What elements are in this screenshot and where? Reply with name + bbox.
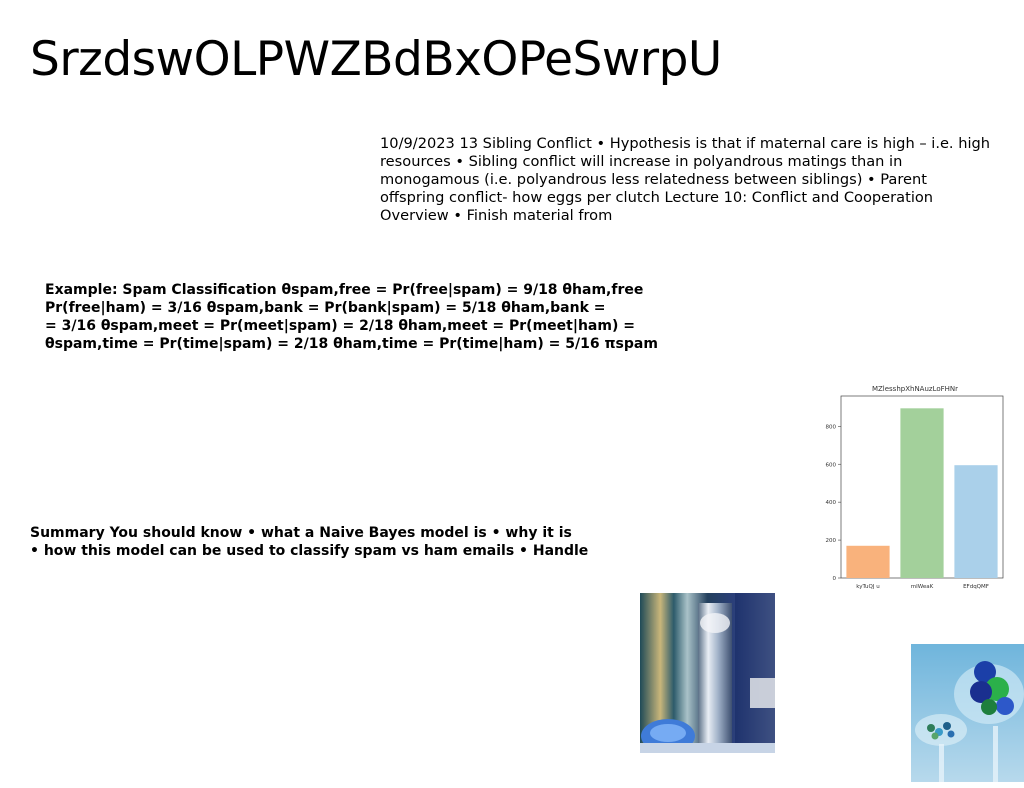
y-tick-label: 0 — [833, 576, 837, 582]
x-tick-label: mIWeaK — [911, 584, 934, 590]
example-line: θspam,time = Pr(time|spam) = 2/18 θham,t… — [45, 336, 658, 352]
bar-0 — [846, 545, 890, 578]
lecture-paragraph: 10/9/2023 13 Sibling Conflict • Hypothes… — [380, 135, 991, 224]
y-tick-label: 800 — [826, 424, 837, 430]
chart-title: MZlesshpXhNAuzLoFHNr — [872, 385, 958, 393]
summary-line: • how this model can be used to classify… — [30, 543, 589, 559]
page-title: SrzdswOLPWZBdBxOPeSwrpU — [30, 32, 722, 87]
example-line: Example: Spam Classification θspam,free … — [45, 282, 644, 298]
glass-cylinder-photo — [640, 593, 775, 753]
x-tick-label: EFdqQMF — [963, 584, 989, 590]
bar-2 — [954, 465, 998, 578]
summary-line: Summary You should know • what a Naive B… — [30, 525, 572, 541]
spam-example-block: Example: Spam Classification θspam,free … — [45, 281, 685, 353]
bar-1 — [900, 408, 944, 578]
marbles-bowl-photo — [911, 644, 1024, 782]
x-tick-label: kyTuQJ u — [856, 584, 879, 590]
y-tick-label: 200 — [826, 538, 837, 544]
example-line: Pr(free|ham) = 3/16 θspam,bank = Pr(bank… — [45, 300, 606, 316]
summary-block: Summary You should know • what a Naive B… — [30, 524, 620, 560]
y-tick-label: 400 — [826, 500, 837, 506]
example-line: = 3/16 θspam,meet = Pr(meet|spam) = 2/18… — [45, 318, 635, 334]
bar-chart: MZlesshpXhNAuzLoFHNr kyTuQJ u mIWeaK EFdqQ… — [826, 385, 1004, 590]
y-tick-label: 600 — [826, 462, 837, 468]
